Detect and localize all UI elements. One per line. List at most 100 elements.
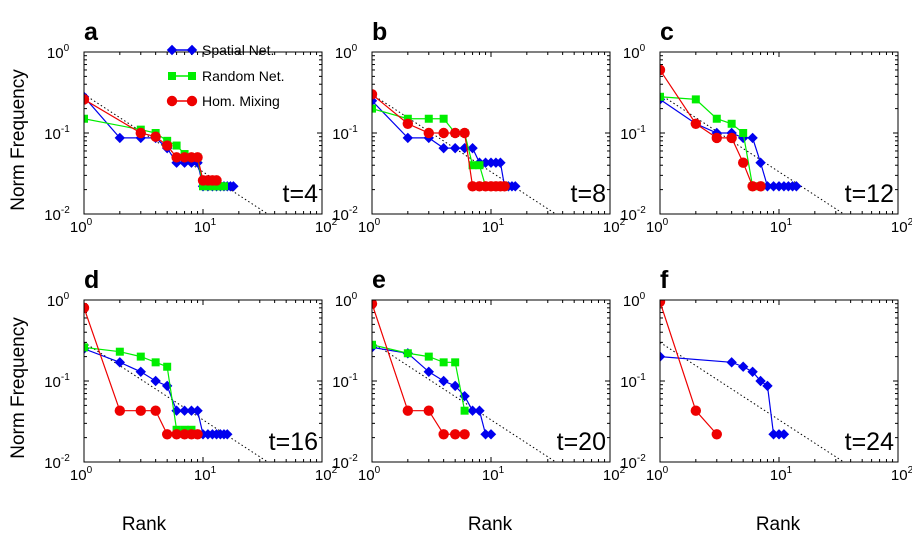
data-point xyxy=(84,114,88,123)
y-tick-label-base: 10 xyxy=(332,455,349,472)
x-tick-label-exp: 1 xyxy=(787,217,793,228)
x-axis-title-middle: Rank xyxy=(468,514,513,535)
data-point xyxy=(372,89,378,100)
data-point xyxy=(727,119,736,128)
data-point xyxy=(403,349,412,358)
x-axis-title-left: Rank xyxy=(122,514,167,535)
x-tick-label: 102 xyxy=(315,217,338,236)
data-point xyxy=(203,182,212,191)
series-hom-mixing xyxy=(84,94,222,186)
legend-item: Hom. Mixing xyxy=(166,93,280,109)
y-tick-label: 10-2 xyxy=(620,453,646,472)
data-point xyxy=(150,375,161,387)
data-point xyxy=(660,351,666,362)
y-tick-label-base: 10 xyxy=(44,207,61,224)
data-point xyxy=(161,140,173,151)
reference-line xyxy=(84,93,269,214)
x-tick-label-base: 10 xyxy=(70,467,87,484)
legend-item: Random Net. xyxy=(168,68,284,84)
y-tick-label: 10-1 xyxy=(620,124,646,143)
x-tick-label: 101 xyxy=(194,465,217,484)
x-tick-label: 100 xyxy=(70,217,93,236)
data-point xyxy=(424,114,433,123)
y-tick-label: 100 xyxy=(623,43,646,62)
series-random-net xyxy=(84,343,196,434)
x-tick-label: 102 xyxy=(891,217,912,236)
y-tick-label-exp: 0 xyxy=(640,291,646,302)
x-tick-label-base: 10 xyxy=(603,467,620,484)
series-line xyxy=(372,346,491,435)
plot-frame xyxy=(659,299,899,463)
y-tick-label-base: 10 xyxy=(44,374,61,391)
y-tick-label: 100 xyxy=(47,291,70,310)
y-tick-label-exp: 0 xyxy=(64,43,70,54)
y-axis-title-top: Norm Frequency xyxy=(8,69,29,211)
data-point xyxy=(402,405,414,416)
y-tick-label-exp: -1 xyxy=(637,372,646,383)
data-point xyxy=(747,181,758,192)
data-point xyxy=(747,132,758,144)
data-point xyxy=(424,352,433,361)
y-tick-label-base: 10 xyxy=(620,374,637,391)
y-tick-label: 100 xyxy=(335,43,358,62)
panel-letter: d xyxy=(84,266,99,294)
data-point xyxy=(762,380,773,392)
data-point xyxy=(451,358,460,367)
x-tick-label: 102 xyxy=(603,465,626,484)
data-point xyxy=(438,429,449,440)
y-tick-label-exp: -2 xyxy=(637,205,646,216)
x-axis-title-right: Rank xyxy=(756,514,801,535)
y-tick-label: 10-2 xyxy=(44,453,70,472)
x-tick-label-base: 10 xyxy=(194,219,211,236)
data-point xyxy=(222,429,233,440)
data-point xyxy=(150,131,161,142)
data-point xyxy=(691,95,700,104)
data-point xyxy=(778,429,790,440)
x-tick-label-exp: 2 xyxy=(908,217,912,228)
y-tick-label-base: 10 xyxy=(332,374,349,391)
series-hom-mixing xyxy=(660,300,722,440)
time-label: t=4 xyxy=(283,180,319,208)
x-tick-label-base: 10 xyxy=(70,219,87,236)
data-point xyxy=(402,132,414,144)
panel-letter: a xyxy=(84,18,99,46)
series-hom-mixing xyxy=(660,64,766,192)
data-point xyxy=(439,358,448,367)
plot-frame xyxy=(371,51,611,215)
legend-marker xyxy=(166,44,178,56)
y-tick-label-exp: 0 xyxy=(352,43,358,54)
x-tick-label: 100 xyxy=(646,217,669,236)
data-point xyxy=(660,92,664,101)
data-point xyxy=(423,366,434,377)
x-tick-label: 101 xyxy=(770,465,793,484)
data-point xyxy=(449,380,461,392)
legend-marker xyxy=(186,95,198,107)
data-point xyxy=(186,405,197,416)
plot-frame xyxy=(659,51,899,215)
data-point xyxy=(439,114,448,123)
x-tick-label-exp: 1 xyxy=(499,217,505,228)
y-tick-label-exp: -2 xyxy=(637,453,646,464)
y-tick-label-exp: -2 xyxy=(349,205,358,216)
x-tick-label: 100 xyxy=(358,217,381,236)
series-random-net xyxy=(372,340,469,415)
data-point xyxy=(171,429,182,440)
data-point xyxy=(228,181,239,192)
legend: Spatial Net. Random Net. Hom. Mixing xyxy=(166,42,284,109)
legend-marker xyxy=(186,44,198,56)
x-tick-label: 100 xyxy=(358,465,381,484)
data-point xyxy=(449,127,461,139)
x-tick-label-exp: 1 xyxy=(211,465,217,476)
y-tick-label: 10-2 xyxy=(332,205,358,224)
y-tick-label: 10-2 xyxy=(332,453,358,472)
x-tick-label: 101 xyxy=(194,217,217,236)
series-line xyxy=(84,98,217,181)
series-spatial-net xyxy=(84,343,233,440)
x-tick-label: 102 xyxy=(315,465,338,484)
series-hom-mixing xyxy=(84,302,203,440)
series-random-net xyxy=(372,104,509,191)
